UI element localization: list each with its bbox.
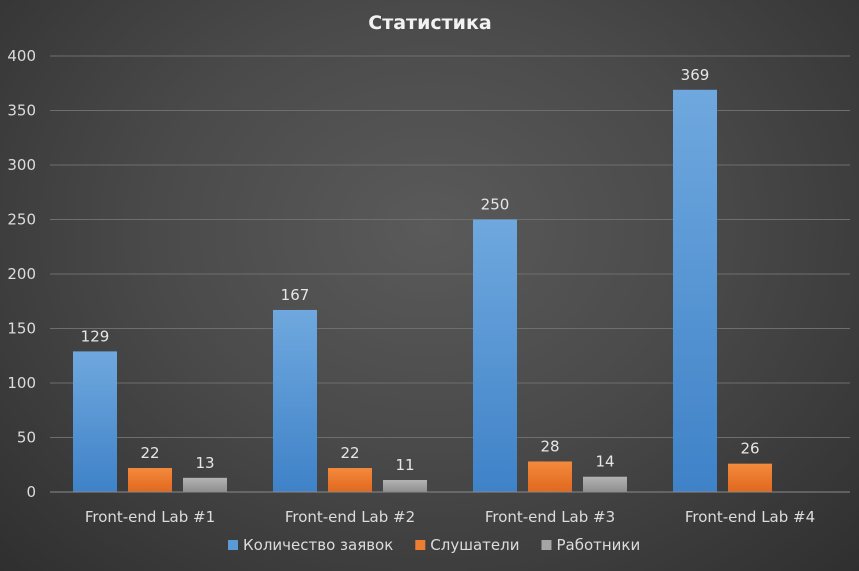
data-label: 129 [81,327,110,345]
y-tick-label: 200 [7,265,36,283]
y-tick-label: 350 [7,102,36,120]
data-label: 22 [140,444,159,462]
bar-1-1 [73,351,117,492]
bar-3-3 [583,476,627,492]
bars [73,89,772,492]
bar-2-3 [528,461,572,492]
legend-swatch [228,540,238,550]
legend-swatch [541,540,552,550]
data-labels: 129 22 13 167 22 11 250 28 14 369 26 [81,66,760,474]
legend-label: Количество заявок [243,536,393,554]
x-tick-label: Front-end Lab #2 [285,508,415,526]
bar-1-2 [273,309,317,492]
legend-label: Работники [556,536,640,554]
data-label: 250 [481,196,510,214]
bar-3-1 [183,477,227,492]
data-label: 14 [595,453,614,471]
x-axis-category-labels: Front-end Lab #1 Front-end Lab #2 Front-en… [85,508,815,526]
y-axis-tick-labels: 0 50 100 150 200 250 300 350 400 [7,47,36,501]
legend-item: Слушатели [415,536,519,554]
data-label: 167 [281,286,310,304]
legend-swatch [415,540,426,550]
y-tick-label: 400 [7,47,36,65]
x-tick-label: Front-end Lab #3 [485,508,615,526]
y-tick-label: 50 [17,429,36,447]
y-tick-label: 300 [7,156,36,174]
y-tick-label: 250 [7,211,36,229]
bar-2-1 [128,468,172,492]
bar-3-2 [383,480,427,492]
y-tick-label: 150 [7,320,36,338]
data-label: 13 [195,454,214,472]
y-tick-label: 0 [26,483,36,501]
bar-2-4 [728,463,772,492]
legend: Количество заявок Слушатели Работники [228,536,640,554]
grid-lines [50,55,850,438]
bar-1-4 [673,89,717,492]
data-label: 26 [740,440,759,458]
data-label: 22 [340,444,359,462]
y-tick-label: 100 [7,374,36,392]
legend-label: Слушатели [430,536,519,554]
data-label: 28 [540,437,559,455]
legend-item: Количество заявок [228,536,393,554]
x-tick-label: Front-end Lab #1 [85,508,215,526]
data-label: 11 [395,456,414,474]
chart-title: Статистика [368,12,491,34]
bar-2-2 [328,468,372,492]
data-label: 369 [681,66,710,84]
legend-item: Работники [541,536,640,554]
bar-1-3 [473,219,517,492]
x-tick-label: Front-end Lab #4 [685,508,815,526]
